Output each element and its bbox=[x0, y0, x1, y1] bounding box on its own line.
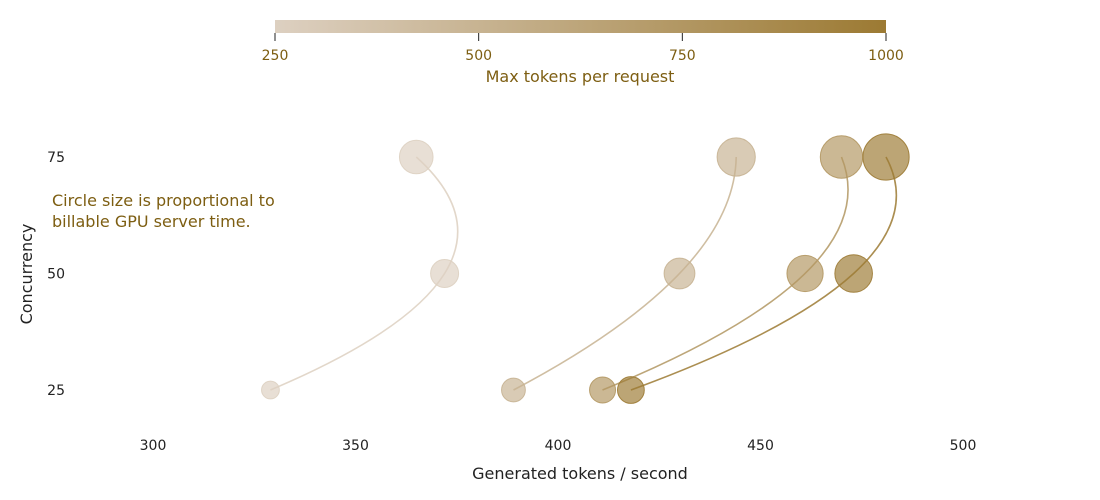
y-tick-label: 75 bbox=[47, 150, 65, 166]
annotation-line-2: billable GPU server time. bbox=[52, 212, 251, 231]
bubble bbox=[398, 139, 434, 175]
x-tick-label: 350 bbox=[342, 438, 369, 454]
bubble bbox=[834, 254, 873, 293]
colorbar: 250 500 750 1000 Max tokens per request bbox=[262, 20, 904, 86]
y-tick-label: 50 bbox=[47, 267, 65, 283]
colorbar-tick-label: 1000 bbox=[868, 48, 904, 64]
bubble bbox=[617, 376, 645, 404]
colorbar-gradient bbox=[275, 20, 886, 33]
series-curve bbox=[270, 156, 459, 391]
annotation-line-1: Circle size is proportional to bbox=[52, 191, 275, 210]
colorbar-tick-label: 500 bbox=[465, 48, 492, 64]
x-axis-title: Generated tokens / second bbox=[472, 464, 688, 483]
y-axis-title: Concurrency bbox=[17, 224, 36, 325]
x-axis-ticks: 300 350 400 450 500 bbox=[140, 438, 977, 454]
series-curve bbox=[513, 156, 737, 391]
bubble bbox=[261, 380, 280, 400]
bubble bbox=[589, 376, 617, 404]
x-tick-label: 300 bbox=[140, 438, 167, 454]
bubble bbox=[501, 377, 526, 403]
bubbles bbox=[261, 133, 910, 404]
colorbar-tick-label: 750 bbox=[669, 48, 696, 64]
colorbar-title: Max tokens per request bbox=[486, 67, 675, 86]
bubble bbox=[430, 259, 460, 288]
annotation: Circle size is proportional to billable … bbox=[52, 191, 275, 231]
bubble bbox=[819, 135, 864, 179]
y-axis-ticks: 25 50 75 bbox=[47, 150, 65, 399]
y-tick-label: 25 bbox=[47, 383, 65, 399]
colorbar-tick-label: 250 bbox=[262, 48, 289, 64]
x-tick-label: 450 bbox=[747, 438, 774, 454]
bubble bbox=[716, 137, 756, 177]
bubble bbox=[663, 257, 696, 290]
bubble bbox=[786, 254, 824, 293]
x-tick-label: 400 bbox=[545, 438, 572, 454]
bubble bbox=[862, 133, 910, 181]
x-tick-label: 500 bbox=[950, 438, 977, 454]
colorbar-ticks: 250 500 750 1000 bbox=[262, 33, 904, 64]
